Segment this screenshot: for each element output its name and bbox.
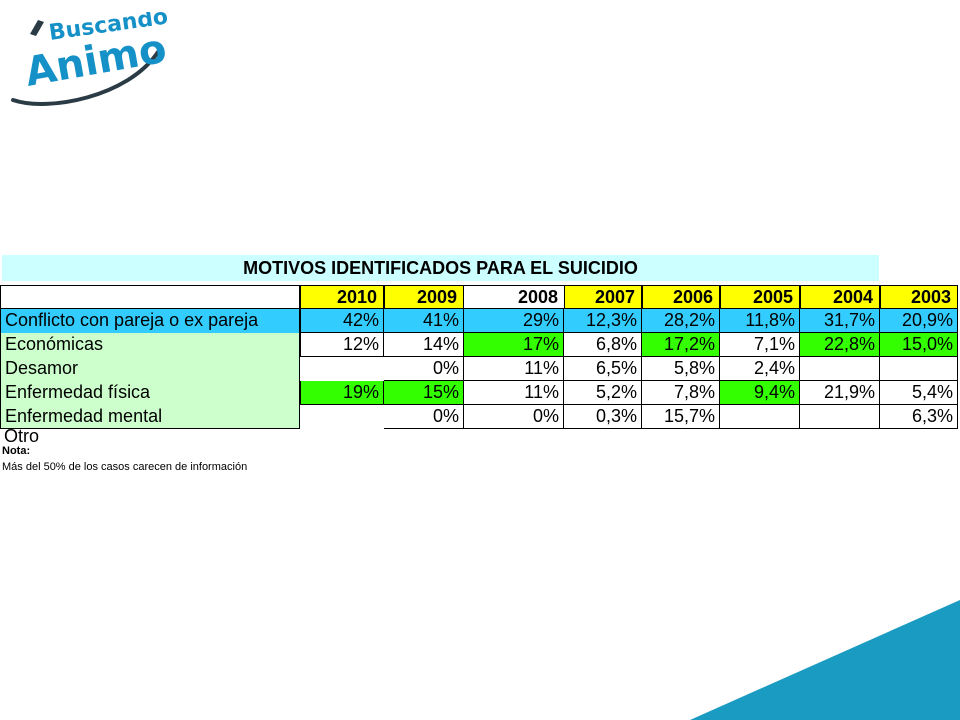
year-header-2005: 2005 — [720, 285, 800, 309]
table-cell: 29% — [464, 309, 564, 333]
table-cell: 12,3% — [564, 309, 642, 333]
table-cell: 15,0% — [880, 333, 958, 357]
table-cell: 19% — [300, 381, 384, 405]
table-cell — [800, 405, 880, 429]
table-cell: 2,4% — [720, 357, 800, 381]
table-cell — [300, 405, 384, 429]
table-cell: 31,7% — [800, 309, 880, 333]
note-text: Más del 50% de los casos carecen de info… — [2, 461, 248, 473]
table-cell: 17,2% — [642, 333, 720, 357]
year-header-2008: 2008 — [464, 285, 564, 309]
table-cell: 5,8% — [642, 357, 720, 381]
table-cell: 0% — [384, 405, 464, 429]
table-cell: 15% — [384, 381, 464, 405]
table-cell: 11% — [464, 381, 564, 405]
note-label: Nota: — [2, 445, 31, 457]
year-header-2004: 2004 — [800, 285, 880, 309]
table-cell: 0% — [464, 405, 564, 429]
table-cell — [300, 357, 384, 381]
table-cell: 0% — [384, 357, 464, 381]
table-cell: 28,2% — [642, 309, 720, 333]
year-header-2007: 2007 — [564, 285, 642, 309]
table-cell: 11% — [464, 357, 564, 381]
table-cell: 17% — [464, 333, 564, 357]
table-cell: 42% — [300, 309, 384, 333]
table-cell: 6,8% — [564, 333, 642, 357]
table-cell — [800, 357, 880, 381]
table-cell: 22,8% — [800, 333, 880, 357]
logo-graphic: Buscando Animo — [11, 12, 168, 106]
table-cell: 14% — [384, 333, 464, 357]
table-cell: 15,7% — [642, 405, 720, 429]
table-cell — [880, 357, 958, 381]
table-cell: 11,8% — [720, 309, 800, 333]
year-header-2010: 2010 — [300, 285, 384, 309]
table-cell: 7,8% — [642, 381, 720, 405]
year-header-2009: 2009 — [384, 285, 464, 309]
table-cell: 41% — [384, 309, 464, 333]
row-label: Económicas — [0, 333, 300, 357]
row-label: Desamor — [0, 357, 300, 381]
table-cell — [720, 405, 800, 429]
row-label: Enfermedad física — [0, 381, 300, 405]
table-title: MOTIVOS IDENTIFICADOS PARA EL SUICIDIO — [243, 258, 638, 278]
header-corner-cell — [0, 285, 300, 309]
row-label: Enfermedad mental — [0, 405, 300, 429]
table-cell: 5,2% — [564, 381, 642, 405]
year-header-2006: 2006 — [642, 285, 720, 309]
row-label-otro: Otro — [4, 426, 40, 446]
table-title-band: MOTIVOS IDENTIFICADOS PARA EL SUICIDIO — [2, 255, 879, 281]
table-cell: 21,9% — [800, 381, 880, 405]
table-cell: 9,4% — [720, 381, 800, 405]
table-cell: 5,4% — [880, 381, 958, 405]
table-cell: 20,9% — [880, 309, 958, 333]
table-cell: 0,3% — [564, 405, 642, 429]
buscando-animo-logo: Buscando Animo — [8, 12, 168, 107]
year-header-2003: 2003 — [880, 285, 958, 309]
table-cell: 7,1% — [720, 333, 800, 357]
table-cell: 6,3% — [880, 405, 958, 429]
row-label: Conflicto con pareja o ex pareja — [0, 309, 300, 333]
table-cell: 12% — [300, 333, 384, 357]
table-cell: 6,5% — [564, 357, 642, 381]
